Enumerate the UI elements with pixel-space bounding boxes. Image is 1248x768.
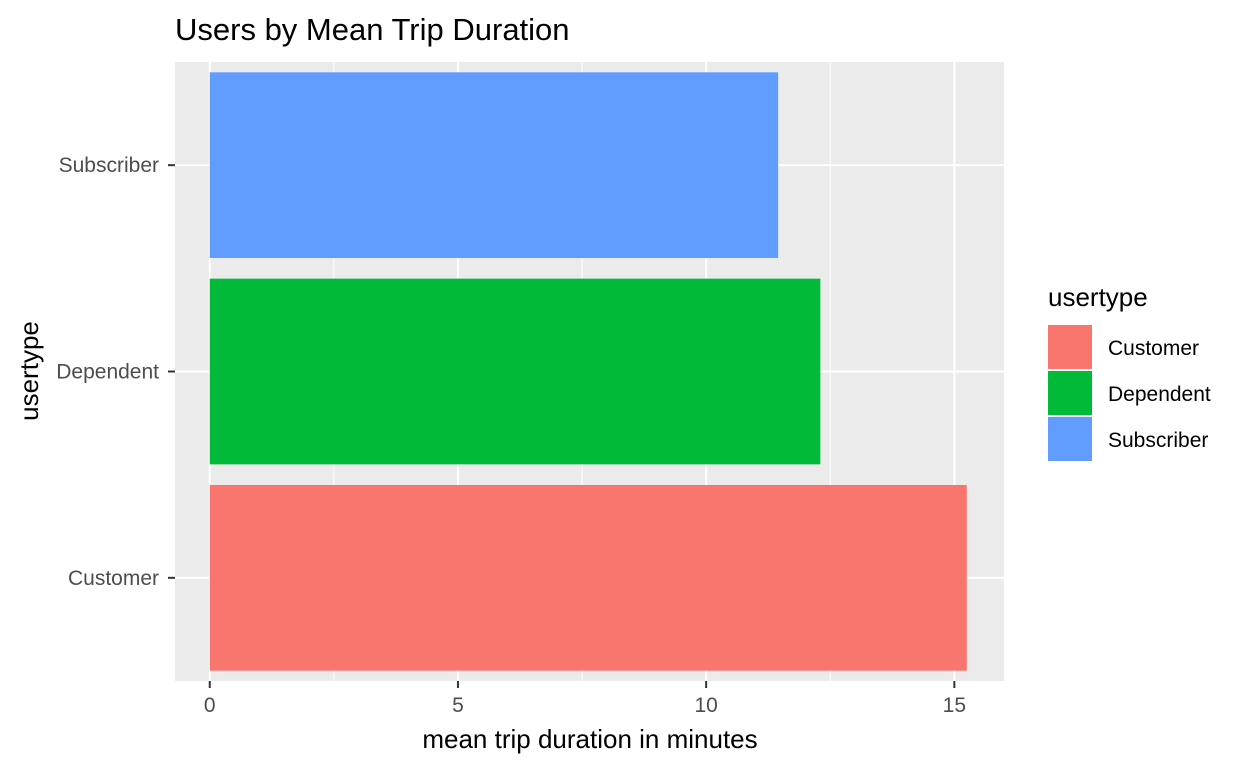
x-tick-label: 0 bbox=[204, 694, 216, 717]
bar-customer bbox=[209, 484, 967, 671]
y-axis-title: usertype bbox=[14, 321, 44, 421]
y-tick-label: Dependent bbox=[56, 361, 159, 384]
x-axis-title: mean trip duration in minutes bbox=[422, 724, 757, 754]
legend-title: usertype bbox=[1048, 282, 1148, 312]
legend-label-subscriber: Subscriber bbox=[1108, 429, 1208, 452]
legend-key-dependent bbox=[1048, 371, 1092, 415]
x-tick-label: 10 bbox=[694, 694, 717, 717]
y-axis: Customer Dependent Subscriber bbox=[56, 154, 175, 590]
bar-dependent bbox=[209, 278, 821, 465]
x-axis: 0 5 10 15 bbox=[204, 681, 966, 717]
x-tick-label: 15 bbox=[943, 694, 966, 717]
chart-title: Users by Mean Trip Duration bbox=[175, 12, 570, 47]
legend: usertype Customer Dependent Subscriber bbox=[1048, 282, 1211, 461]
legend-key-subscriber bbox=[1048, 417, 1092, 461]
legend-key-customer bbox=[1048, 325, 1092, 369]
x-tick-label: 5 bbox=[452, 694, 464, 717]
legend-label-customer: Customer bbox=[1108, 337, 1199, 360]
y-tick-label: Customer bbox=[68, 567, 159, 590]
legend-label-dependent: Dependent bbox=[1108, 383, 1211, 406]
bars-group bbox=[209, 72, 967, 671]
bar-subscriber bbox=[209, 72, 779, 259]
y-tick-label: Subscriber bbox=[59, 154, 159, 177]
